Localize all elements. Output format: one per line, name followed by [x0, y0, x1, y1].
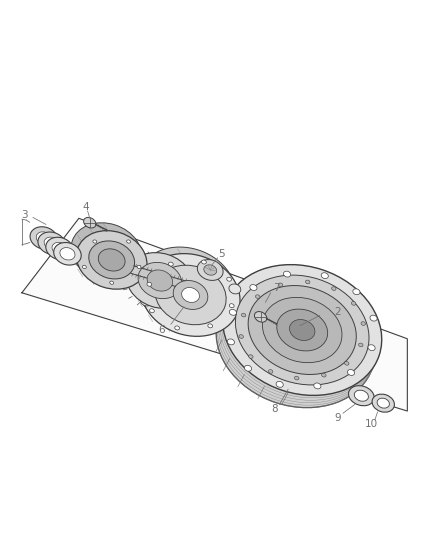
Ellipse shape	[377, 398, 389, 408]
Ellipse shape	[241, 313, 246, 317]
Text: 6: 6	[158, 325, 165, 335]
Ellipse shape	[201, 260, 206, 264]
Ellipse shape	[227, 277, 232, 281]
Ellipse shape	[268, 369, 273, 373]
Ellipse shape	[368, 345, 375, 351]
Ellipse shape	[255, 295, 260, 298]
Ellipse shape	[54, 243, 81, 265]
Ellipse shape	[359, 343, 363, 347]
Ellipse shape	[198, 260, 223, 280]
Ellipse shape	[306, 280, 310, 284]
Ellipse shape	[354, 390, 368, 401]
Ellipse shape	[208, 324, 212, 328]
Ellipse shape	[93, 240, 97, 243]
Text: 5: 5	[218, 249, 225, 259]
Ellipse shape	[147, 282, 152, 286]
Ellipse shape	[216, 277, 375, 408]
Ellipse shape	[351, 302, 356, 305]
Ellipse shape	[44, 237, 59, 249]
Ellipse shape	[254, 312, 267, 322]
Ellipse shape	[126, 253, 194, 309]
Ellipse shape	[279, 283, 283, 287]
Ellipse shape	[38, 232, 65, 255]
Ellipse shape	[239, 335, 244, 338]
Ellipse shape	[137, 265, 141, 269]
Ellipse shape	[244, 365, 251, 371]
Ellipse shape	[229, 284, 241, 294]
Ellipse shape	[30, 227, 57, 249]
Ellipse shape	[294, 376, 299, 380]
Text: 10: 10	[365, 419, 378, 429]
Ellipse shape	[229, 309, 237, 316]
Ellipse shape	[262, 297, 342, 362]
Ellipse shape	[370, 315, 377, 321]
Ellipse shape	[138, 262, 182, 298]
Ellipse shape	[345, 361, 349, 365]
Ellipse shape	[250, 285, 257, 290]
Ellipse shape	[204, 265, 217, 275]
Ellipse shape	[283, 271, 291, 277]
Ellipse shape	[332, 287, 336, 290]
Ellipse shape	[277, 309, 328, 351]
Ellipse shape	[276, 382, 283, 387]
Ellipse shape	[137, 247, 236, 330]
Ellipse shape	[84, 217, 96, 228]
Ellipse shape	[173, 280, 208, 310]
Ellipse shape	[71, 223, 142, 281]
Ellipse shape	[353, 289, 360, 295]
Ellipse shape	[140, 296, 152, 306]
Ellipse shape	[372, 394, 394, 412]
Ellipse shape	[155, 265, 226, 325]
Text: 9: 9	[335, 413, 342, 423]
Ellipse shape	[321, 374, 326, 377]
Ellipse shape	[290, 320, 315, 341]
Ellipse shape	[314, 383, 321, 389]
Ellipse shape	[98, 249, 125, 271]
Ellipse shape	[169, 262, 173, 266]
Ellipse shape	[127, 240, 131, 243]
Ellipse shape	[82, 265, 86, 269]
Ellipse shape	[110, 281, 113, 284]
Ellipse shape	[36, 232, 51, 244]
Text: 3: 3	[21, 210, 28, 220]
Ellipse shape	[223, 264, 382, 395]
Ellipse shape	[182, 287, 199, 302]
Ellipse shape	[89, 241, 134, 279]
Ellipse shape	[149, 309, 154, 313]
Polygon shape	[22, 219, 407, 411]
Ellipse shape	[141, 254, 240, 336]
Ellipse shape	[46, 237, 73, 260]
Text: 2: 2	[334, 308, 341, 318]
Text: 8: 8	[271, 404, 278, 414]
Text: 4: 4	[82, 202, 89, 212]
Ellipse shape	[321, 273, 328, 279]
Ellipse shape	[60, 248, 75, 260]
Ellipse shape	[147, 270, 173, 291]
Text: 7: 7	[272, 282, 279, 293]
Ellipse shape	[227, 339, 234, 345]
Ellipse shape	[361, 322, 365, 325]
Ellipse shape	[235, 275, 369, 385]
Ellipse shape	[248, 286, 356, 375]
Ellipse shape	[52, 243, 67, 255]
Ellipse shape	[76, 231, 147, 289]
Ellipse shape	[347, 369, 355, 375]
Ellipse shape	[249, 355, 253, 358]
Ellipse shape	[175, 326, 180, 330]
Ellipse shape	[349, 386, 374, 406]
Ellipse shape	[230, 304, 234, 308]
